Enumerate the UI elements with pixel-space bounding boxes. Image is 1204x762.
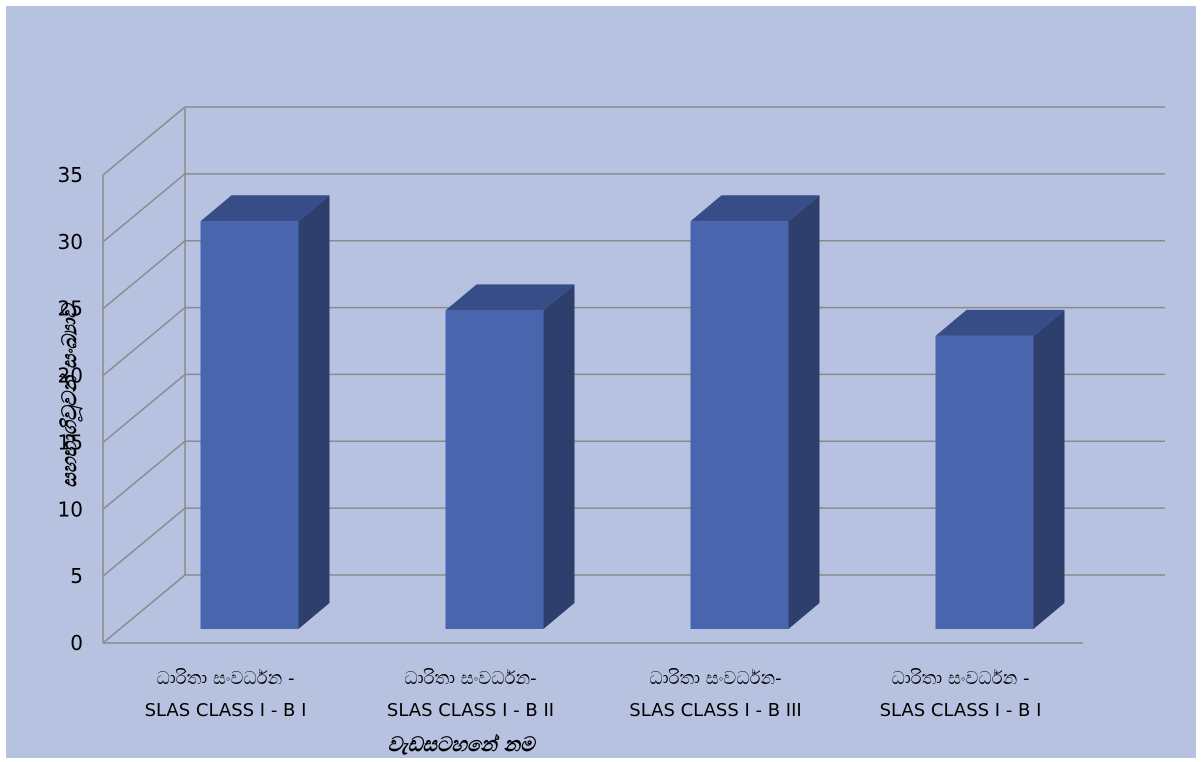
bar-side (788, 195, 820, 629)
bar (935, 309, 1065, 629)
bar (690, 195, 820, 629)
bar-front (445, 310, 544, 629)
y-tick-label: 20 (58, 364, 83, 388)
y-tick-label: 25 (58, 297, 83, 321)
y-tick-label: 5 (70, 564, 83, 588)
chart-area: 0 5 10 15 20 25 30 35 ධාරිතා සංවර්ධන - SLAS CLAS… (6, 6, 1196, 758)
x-category-label: ධාරිතා සංවර්ධන- (404, 668, 536, 689)
y-tick-labels: 0 5 10 15 20 25 30 35 (58, 163, 83, 655)
gridline-diagonal (102, 507, 186, 577)
bar (200, 195, 330, 629)
y-tick-label: 10 (58, 497, 83, 521)
gridline-diagonal (102, 574, 186, 644)
bar-front (935, 335, 1034, 629)
x-category-label: SLAS CLASS I - B III (629, 700, 801, 721)
gridline-diagonal (102, 373, 186, 444)
x-category-label: SLAS CLASS I - B I (880, 700, 1042, 721)
bar-side (298, 195, 330, 629)
bar-side (543, 284, 575, 629)
bar-top (445, 284, 575, 311)
gridline-diagonal (102, 240, 186, 310)
bar-top (200, 195, 330, 222)
y-tick-label: 30 (58, 230, 83, 254)
bar-chart: 0 5 10 15 20 25 30 35 ධාරිතා සංවර්ධන - SLAS CLAS… (57, 106, 1165, 756)
gridline-diagonal (102, 106, 186, 176)
bar-side (1033, 309, 1065, 629)
gridline-diagonal (102, 306, 186, 377)
gridline-diagonal (102, 440, 186, 510)
x-category-label: ධාරිතා සංවර්ධන - (892, 668, 1030, 689)
x-category-label: ධාරිතා සංවර්ධන- (649, 668, 781, 689)
bar (445, 284, 575, 629)
bar-front (200, 221, 299, 629)
x-category-labels: ධාරිතා සංවර්ධන - SLAS CLASS I - B I ධාරිතා… (145, 668, 1042, 721)
y-tick-label: 35 (58, 163, 83, 187)
bars (200, 195, 1065, 629)
bar-top (935, 309, 1065, 336)
x-axis-title: වැඩසටහනේ නම (388, 732, 537, 756)
x-category-label: SLAS CLASS I - B II (387, 700, 554, 721)
y-tick-label: 0 (70, 631, 83, 655)
bar-top (690, 195, 820, 222)
x-category-label: ධාරිතා සංවර්ධන - (157, 668, 295, 689)
gridline-diagonal (102, 173, 186, 243)
bar-front (690, 221, 789, 629)
x-category-label: SLAS CLASS I - B I (145, 700, 307, 721)
y-tick-label: 15 (58, 430, 83, 454)
y-axis-title: සහභාගිවූවන් සංඛ්‍යාව (57, 302, 84, 488)
